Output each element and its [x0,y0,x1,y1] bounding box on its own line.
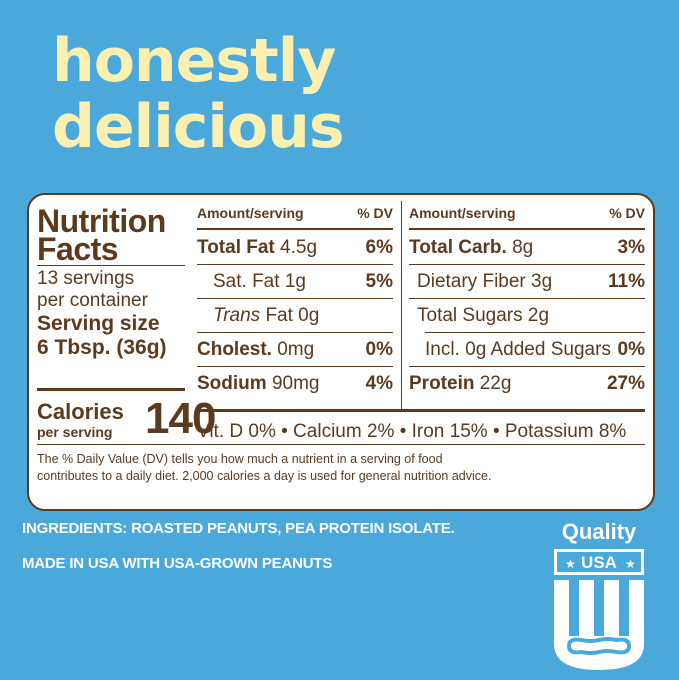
nutrition-left-block: Nutrition Facts [37,195,192,267]
divider [197,332,393,333]
nutrient-name: Cholest. [197,338,272,360]
nutrient-name: Incl. 0g Added Sugars [425,338,611,360]
nutrient-row-sat-fat: Sat. Fat 1g 5% [197,265,393,298]
divider [37,444,645,445]
nutrition-facts-panel: Nutrition Facts 13 servings per containe… [27,193,655,511]
nutrient-amount: 1g [284,270,306,292]
nutrient-row-dietary-fiber: Dietary Fiber 3g 11% [409,265,645,298]
nutrient-name: Protein [409,372,475,394]
servings-line-2: per container [37,290,148,311]
nutrient-name: Dietary Fiber [417,270,526,292]
nutrient-dv: 27% [606,372,645,394]
nutrient-dv: 5% [365,270,393,292]
divider [197,264,393,265]
calories-sub-text: per serving [37,424,113,440]
servings-line-1: 13 servings [37,268,135,289]
divider-thick [197,409,645,412]
column-header-dv: % DV [357,205,393,221]
calories-label-text: Calories [37,399,124,424]
nutrient-row-total-fat: Total Fat 4.5g 6% [197,231,393,264]
nutrient-amount: 90mg [271,372,320,394]
nutrient-row-total-carb: Total Carb. 8g 3% [409,231,645,264]
nutrition-title-line-2: Facts [37,231,119,267]
nutrient-name: Total Fat [197,236,275,258]
servings-per-container: 13 servings per container [37,268,148,312]
nutrient-dv: 11% [608,270,645,292]
nutrition-title-line-1: Nutrition [37,203,166,239]
nutrient-dv: 6% [365,236,393,258]
badge-banner-inner [557,552,641,572]
nutrient-dv: 3% [617,236,645,258]
divider [37,265,185,266]
nutrient-row-trans-fat: Trans Fat 0g [197,299,393,332]
nutrient-amount: 22g [479,372,512,394]
nutrient-amount: 0mg [277,338,315,360]
divider [409,264,645,265]
badge-stripe [619,580,629,636]
badge-star-right: ★ [625,557,636,571]
nutrient-column-left: Amount/serving % DV Total Fat 4.5g 6% Sa… [197,195,393,405]
column-header-dv: % DV [609,205,645,221]
divider [197,298,393,299]
divider [409,228,645,230]
column-header-amount: Amount/serving [409,205,516,221]
divider [197,366,393,367]
badge-title: Quality [561,519,637,544]
daily-value-footnote: The % Daily Value (DV) tells you how muc… [37,452,492,483]
nutrient-name: Trans [213,304,261,326]
ingredients-text: INGREDIENTS: ROASTED PEANUTS, PEA PROTEI… [22,520,455,537]
headline-line-2: delicious [52,92,345,162]
serving-size-label: Serving size [37,312,160,335]
divider [409,298,645,299]
badge-stripe [594,580,604,636]
nutrient-row-added-sugars: Incl. 0g Added Sugars 0% [409,333,645,366]
headline: honestly delicious [52,26,345,162]
column-header: Amount/serving % DV [409,205,645,221]
nutrient-amount: 2g [527,304,550,326]
nutrient-amount: 3g [531,270,553,292]
nutrient-name: Total Sugars [417,304,523,326]
nutrient-dv: 4% [365,372,393,394]
calories-value: 140 [145,394,216,443]
made-in-usa-text: MADE IN USA WITH USA-GROWN PEANUTS [22,555,333,572]
nutrient-name: Sodium [197,372,267,394]
usa-shield-icon: ★ ★ USA [554,549,644,670]
badge-banner-text: USA [581,553,617,572]
column-header-amount: Amount/serving [197,205,304,221]
nutrient-amount: 4.5g [280,236,318,258]
nutrient-row-cholesterol: Cholest. 0mg 0% [197,333,393,366]
badge-star-left: ★ [565,557,576,571]
column-separator [401,201,402,411]
divider-thick [37,388,185,391]
divider [409,366,645,367]
nutrient-column-right: Amount/serving % DV Total Carb. 8g 3% Di… [409,195,645,405]
nutrient-name: Sat. Fat [213,270,280,292]
serving-size-value: 6 Tbsp. (36g) [37,336,167,359]
nutrient-amount: 8g [512,236,534,258]
divider [425,332,645,333]
nutrient-dv: 0% [617,338,645,360]
calories-label: Calories per serving [37,401,124,441]
headline-line-1: honestly [52,26,336,96]
nutrient-name: Total Carb. [409,236,507,258]
quality-usa-badge: Quality ★ ★ USA [549,520,649,677]
nutrient-row-sodium: Sodium 90mg 4% [197,367,393,400]
nutrient-row-total-sugars: Total Sugars 2g [409,299,645,332]
nutrient-row-protein: Protein 22g 27% [409,367,645,400]
nutrition-title: Nutrition Facts [37,203,192,267]
badge-stripe [569,580,579,636]
peanut-inner [571,641,627,651]
nutrient-amount: Fat 0g [265,304,320,326]
serving-size: Serving size 6 Tbsp. (36g) [37,312,167,360]
nutrient-dv: 0% [365,338,393,360]
vitamins-line: Vit. D 0% • Calcium 2% • Iron 15% • Pota… [197,421,627,442]
column-header: Amount/serving % DV [197,205,393,221]
divider [197,228,393,230]
